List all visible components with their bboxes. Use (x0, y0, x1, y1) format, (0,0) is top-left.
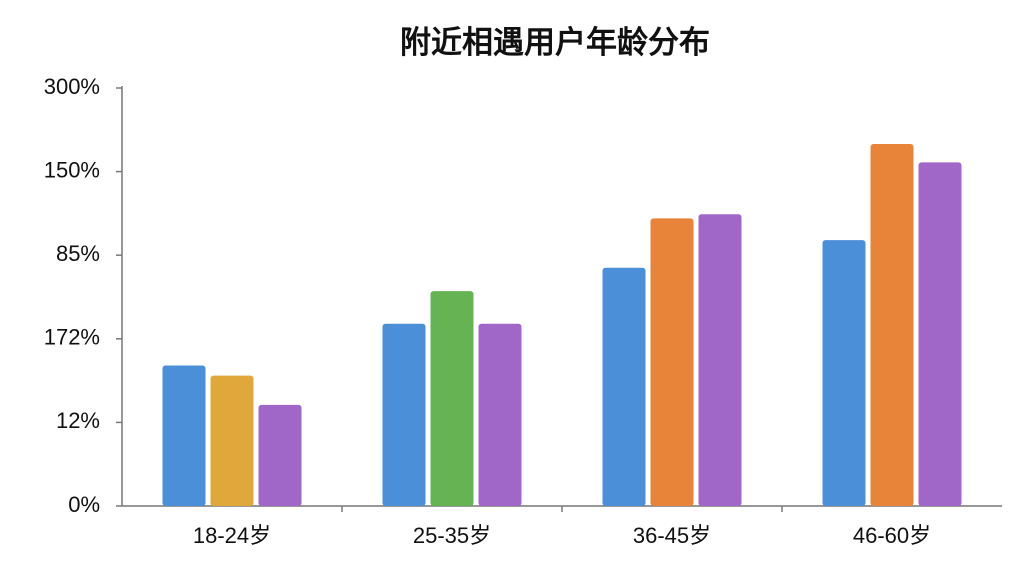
bar (478, 323, 522, 506)
x-tick-label: 36-45岁 (633, 523, 711, 548)
bar (822, 240, 866, 507)
bar (162, 365, 206, 506)
y-tick-label: 300% (44, 74, 100, 99)
bar (258, 404, 302, 506)
chart-title: 附近相遇用户年龄分布 (400, 25, 710, 60)
bar (382, 323, 426, 506)
bar (698, 214, 742, 506)
bar (870, 144, 914, 506)
x-tick-label: 18-24岁 (193, 523, 271, 548)
y-tick-label: 172% (44, 325, 100, 350)
bar (210, 375, 254, 506)
y-tick-label: 85% (56, 241, 100, 266)
x-tick-label: 25-35岁 (413, 523, 491, 548)
bar (650, 218, 694, 506)
y-tick-label: 12% (56, 408, 100, 433)
bar (918, 162, 962, 507)
y-tick-label: 0% (68, 492, 100, 517)
bar (602, 267, 646, 506)
bar (430, 291, 474, 506)
x-tick-label: 46-60岁 (853, 523, 931, 548)
y-tick-label: 150% (44, 157, 100, 182)
